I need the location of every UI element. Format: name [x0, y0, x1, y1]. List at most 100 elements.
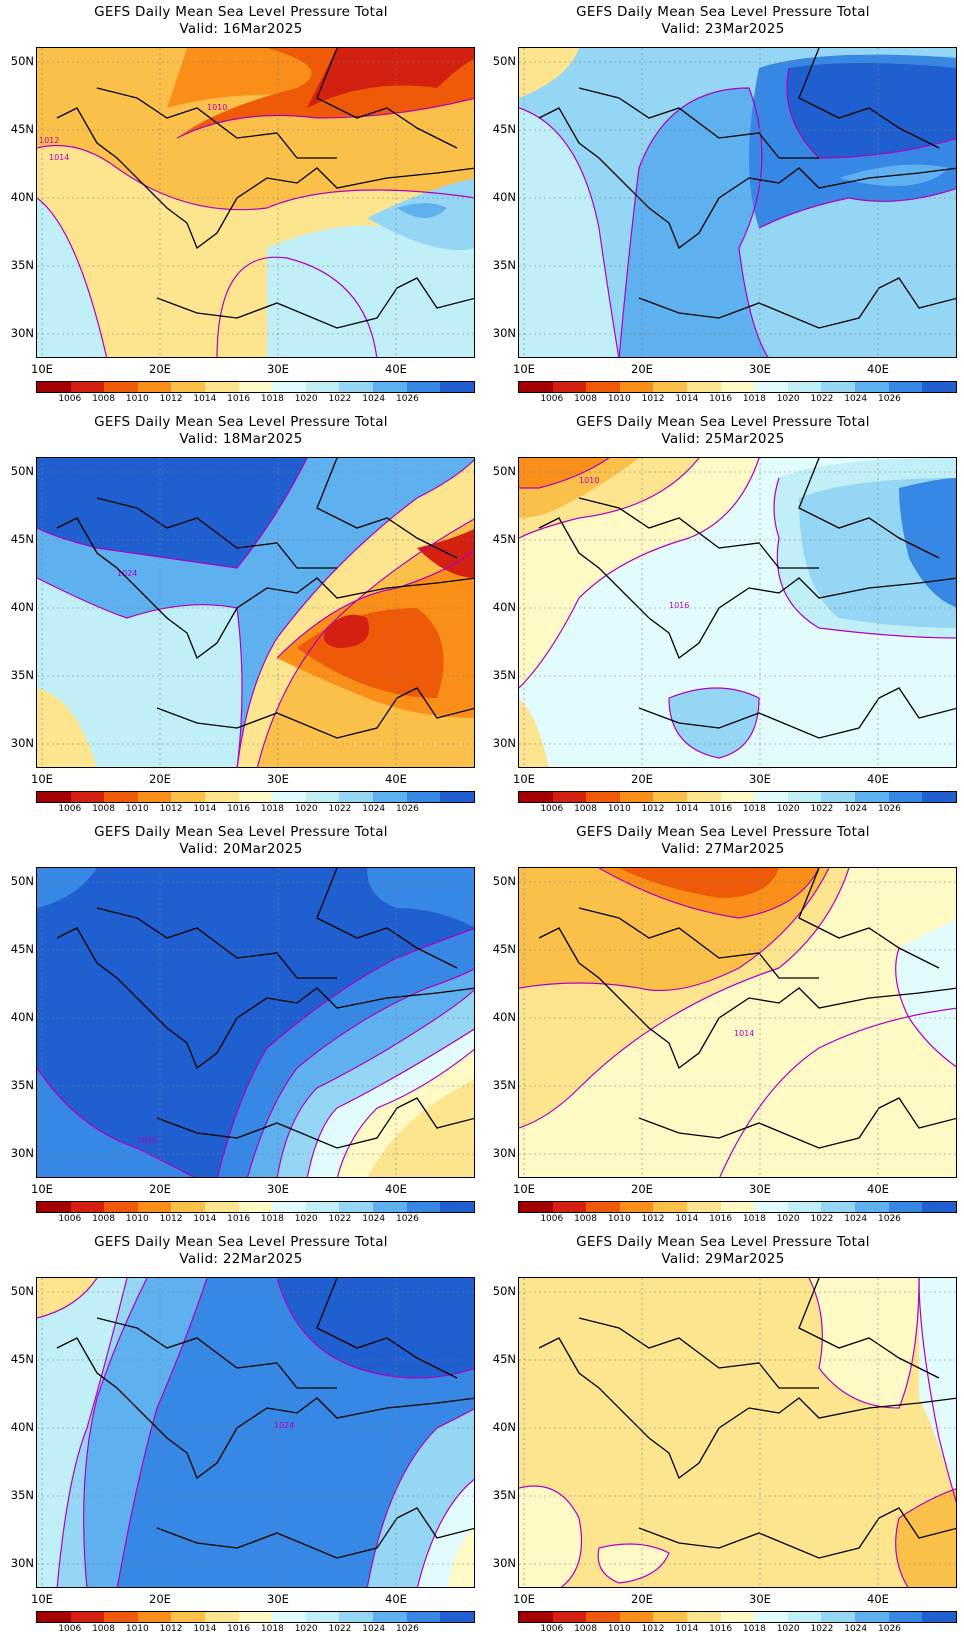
field-1024	[397, 203, 447, 218]
field-1020	[37, 198, 107, 357]
isobar	[336, 1048, 474, 1177]
colorbar-label: 1014	[193, 804, 217, 814]
coastline-border	[538, 868, 956, 1149]
isobar-label: 1016	[669, 601, 689, 610]
lat-label: 45N	[492, 122, 516, 136]
field-1024	[619, 88, 768, 357]
colorbar-label: 1010	[607, 1624, 631, 1634]
colorbar-label: 1016	[227, 1214, 251, 1224]
isobar	[519, 1485, 582, 1587]
colorbar-label: 1006	[58, 1214, 82, 1224]
colorbar-label: 1016	[709, 394, 733, 404]
map-panel-20mar: GEFS Daily Mean Sea Level Pressure Total…	[0, 820, 482, 1230]
isobar-label: 1014	[734, 1029, 754, 1038]
colorbar-swatch	[171, 1612, 206, 1622]
colorbar-label: 1006	[540, 1214, 564, 1224]
isobar	[597, 1543, 670, 1584]
colorbar-label: 1024	[362, 1214, 386, 1224]
lat-label: 30N	[492, 736, 516, 750]
lon-label: 20E	[149, 772, 171, 786]
colorbar-label: 1008	[574, 1624, 597, 1634]
colorbar-swatch	[519, 792, 553, 802]
coastline-border	[56, 458, 474, 739]
pressure-map: 1014	[518, 867, 957, 1178]
lat-label: 50N	[492, 1284, 516, 1298]
colorbar-swatch	[272, 382, 306, 392]
field-1024-nw	[37, 868, 97, 908]
colorbar-swatch	[687, 382, 721, 392]
colorbar-swatch	[205, 382, 239, 392]
panel-title: GEFS Daily Mean Sea Level Pressure Total…	[0, 4, 482, 38]
colorbar-swatch	[272, 1612, 306, 1622]
map-panel-23mar: GEFS Daily Mean Sea Level Pressure Total…	[482, 0, 964, 410]
isobar	[37, 577, 243, 767]
colorbar-label: 1022	[328, 1624, 352, 1634]
colorbar-swatch	[922, 1202, 956, 1212]
panel-title-line: GEFS Daily Mean Sea Level Pressure Total	[576, 414, 870, 430]
colorbar-label: 1006	[58, 394, 82, 404]
colorbar-label: 1016	[709, 1624, 733, 1634]
lon-label: 20E	[631, 1592, 653, 1606]
colorbar-swatch	[619, 792, 654, 802]
colorbar-swatch	[888, 1202, 923, 1212]
gridlines	[519, 868, 956, 1177]
field-1024-sw	[37, 1068, 194, 1177]
colorbar-swatch	[406, 792, 441, 802]
colorbar-swatch	[373, 1202, 407, 1212]
colorbar-label: 1026	[878, 1214, 901, 1224]
colorbar-swatch	[137, 382, 172, 392]
lat-label: 50N	[10, 54, 34, 68]
colorbar-label: 1018	[260, 1214, 284, 1224]
colorbar-swatch	[855, 382, 889, 392]
colorbar-swatch	[519, 1202, 553, 1212]
colorbar-label: 1008	[574, 394, 597, 404]
colorbar-label: 1006	[58, 804, 82, 814]
colorbar-swatch	[37, 792, 71, 802]
colorbar-swatch	[70, 792, 105, 802]
colorbar-swatch	[70, 1612, 105, 1622]
colorbar-swatch	[922, 792, 956, 802]
isobar	[366, 1408, 474, 1587]
colorbar-swatch	[821, 1612, 856, 1622]
colorbar-swatch	[238, 792, 273, 802]
field-1014	[368, 1079, 474, 1177]
field-1024-ne	[367, 868, 474, 928]
colorbar-label: 1020	[294, 1624, 318, 1634]
lat-label: 40N	[492, 190, 516, 204]
lon-label: 40E	[867, 1182, 889, 1196]
colorbar-swatch	[70, 1202, 105, 1212]
colorbar-label: 1008	[92, 1214, 115, 1224]
colorbar-swatch	[787, 1202, 822, 1212]
colorbar-swatch	[37, 1202, 71, 1212]
gridlines	[37, 868, 474, 1177]
map-panel-25mar: GEFS Daily Mean Sea Level Pressure Total…	[482, 410, 964, 820]
lat-label: 50N	[10, 874, 34, 888]
coastline-border	[56, 868, 474, 1149]
field-1008-east	[417, 528, 474, 578]
isobar-label: 1010	[579, 476, 599, 485]
colorbar-label: 1026	[396, 1214, 419, 1224]
colorbar-label: 1010	[607, 804, 631, 814]
panel-valid-date: Valid: 29Mar2025	[661, 1251, 785, 1267]
colorbar-label: 1014	[675, 1214, 699, 1224]
colorbar-swatch	[339, 792, 374, 802]
colorbar-swatch	[855, 1202, 889, 1212]
colorbar-swatch	[440, 1202, 474, 1212]
colorbar-swatch	[406, 1612, 441, 1622]
lon-label: 20E	[149, 1592, 171, 1606]
lon-label: 10E	[31, 362, 53, 376]
pressure-field	[519, 1278, 956, 1587]
gridlines	[37, 48, 474, 357]
colorbar-swatch	[754, 382, 788, 392]
colorbar-label: 1006	[540, 1624, 564, 1634]
colorbar-swatch	[440, 1612, 474, 1622]
isobar-label: 1012	[39, 136, 59, 145]
colorbar-label: 1006	[540, 394, 564, 404]
panel-title-line: GEFS Daily Mean Sea Level Pressure Total	[94, 4, 388, 20]
colorbar-swatch	[754, 1202, 788, 1212]
panel-title-line: GEFS Daily Mean Sea Level Pressure Total	[576, 4, 870, 20]
colorbar-swatch	[440, 792, 474, 802]
isobar	[918, 1278, 956, 1504]
colorbar-swatch	[754, 792, 788, 802]
isobar	[276, 549, 474, 659]
